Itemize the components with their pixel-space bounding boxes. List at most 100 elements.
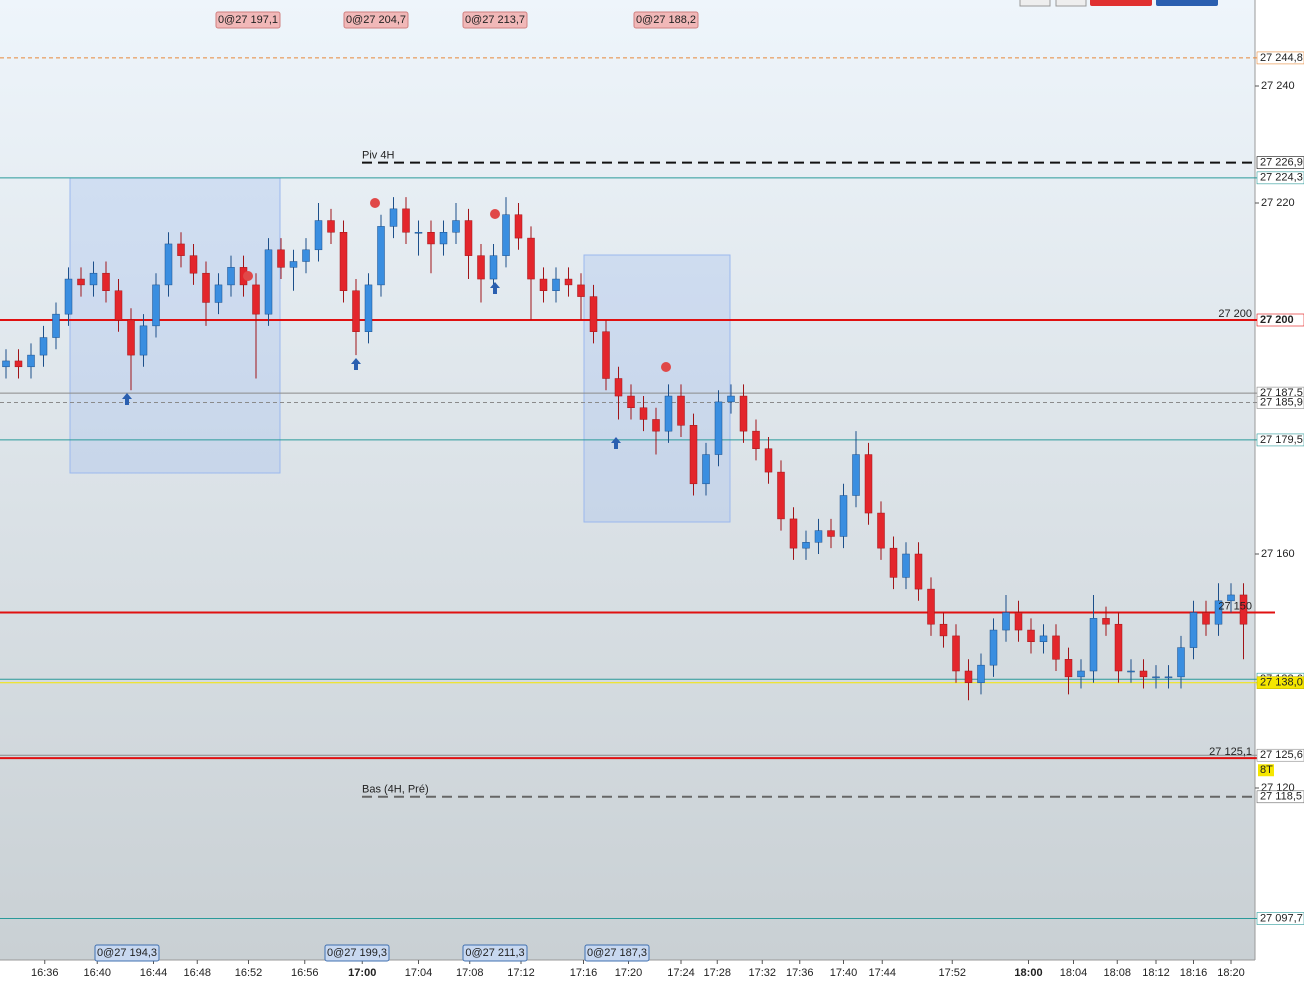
x-tick-label: 17:00	[348, 967, 376, 979]
candle-body	[714, 401, 723, 455]
badge-box	[1258, 764, 1274, 777]
candle-body	[1102, 618, 1110, 625]
x-tick-label: 16:36	[31, 967, 59, 979]
candle-body	[614, 378, 623, 397]
level-label-box	[1256, 433, 1304, 447]
candle-body	[27, 354, 35, 368]
candle-body	[114, 290, 123, 321]
toolbar-button[interactable]	[1019, 0, 1051, 7]
x-tick-label: 18:08	[1103, 967, 1131, 979]
order-tag-label: 0@27 187,3	[587, 947, 647, 959]
candle-body	[439, 231, 448, 245]
candle-body	[327, 220, 335, 233]
order-tag	[94, 944, 160, 962]
order-tag-label: 0@27 213,7	[465, 14, 525, 26]
candle-body	[77, 278, 85, 286]
candle-body	[777, 471, 785, 520]
candle-body	[1139, 670, 1148, 678]
candle-body	[864, 454, 873, 514]
candle-body	[589, 296, 598, 332]
candle-body	[889, 547, 898, 578]
zone-box	[69, 177, 281, 474]
candle-body	[602, 331, 610, 379]
level-label-box	[1256, 396, 1304, 409]
candle-body	[1127, 670, 1135, 673]
candle-body	[852, 454, 860, 496]
candle-body	[464, 220, 473, 256]
candle-body	[1002, 612, 1010, 631]
candle-body	[252, 284, 260, 315]
candle-body	[14, 360, 23, 368]
signal-markers	[243, 198, 671, 372]
candle-body	[839, 495, 848, 537]
order-tag-label: 0@27 188,2	[636, 14, 696, 26]
candle-body	[339, 231, 348, 291]
candle-body	[952, 635, 960, 672]
exit-marker	[370, 198, 380, 208]
candle-body	[314, 220, 323, 251]
level-label-box	[1256, 51, 1304, 65]
price-axis	[1255, 0, 1304, 985]
y-tick-label: 27 220	[1261, 197, 1295, 209]
candle-body	[752, 430, 760, 449]
candle-body	[939, 623, 948, 637]
x-tick-label: 18:16	[1180, 967, 1208, 979]
candle-body	[689, 425, 698, 485]
level-label: 27 125,6	[1260, 749, 1303, 761]
x-tick-label: 17:12	[507, 967, 535, 979]
candle-body	[1202, 612, 1210, 625]
toolbar-button[interactable]	[1156, 0, 1218, 6]
order-tag	[584, 944, 650, 962]
level-label: 27 187,5	[1260, 387, 1303, 399]
x-tick-label: 17:32	[748, 967, 776, 979]
buy-arrow	[490, 282, 500, 294]
candle-body	[727, 395, 735, 403]
level-label: 27 200	[1260, 314, 1294, 326]
toolbar-button[interactable]	[1090, 0, 1152, 6]
x-tick-label: 16:48	[183, 967, 211, 979]
candle-body	[652, 419, 660, 432]
candle-body	[289, 261, 298, 268]
candle-body	[352, 290, 360, 332]
x-tick-label: 16:52	[235, 967, 263, 979]
candle-body	[302, 249, 310, 262]
x-tick-label: 17:24	[667, 967, 695, 979]
candle-body	[914, 553, 923, 590]
y-tick-label: 27 240	[1261, 80, 1295, 92]
level-label-box	[1256, 313, 1304, 327]
candle-body	[202, 272, 210, 303]
x-tick-label: 16:44	[140, 967, 168, 979]
x-tick-label: 18:20	[1217, 967, 1245, 979]
candle-body	[814, 530, 823, 543]
candle-body	[739, 395, 748, 432]
candle-body	[964, 670, 973, 683]
candle-body	[1089, 618, 1098, 672]
x-tick-label: 16:56	[291, 967, 319, 979]
candle-body	[1027, 629, 1035, 643]
exit-marker	[490, 209, 500, 219]
candle-body	[477, 255, 485, 280]
buy-arrow	[611, 437, 621, 449]
x-tick-label: 18:04	[1060, 967, 1088, 979]
order-tag-label: 0@27 197,1	[218, 14, 278, 26]
candle-body	[264, 249, 273, 315]
candle-body	[64, 278, 73, 315]
level-label: 27 185,9	[1260, 396, 1303, 408]
candle-body	[927, 588, 935, 625]
candle-body	[152, 284, 160, 327]
candle-body	[214, 284, 223, 303]
candle-body	[489, 255, 498, 280]
order-tag	[324, 944, 390, 962]
candle-body	[1152, 676, 1160, 679]
level-name: Bas (4H, Pré)	[362, 784, 429, 796]
toolbar-button[interactable]	[1055, 0, 1087, 7]
level-inline-label: 27 125,1	[1209, 746, 1252, 758]
candle-body	[677, 395, 685, 426]
level-label-box	[1256, 790, 1304, 804]
level-label: 27 097,7	[1260, 912, 1303, 924]
candle-body	[127, 319, 135, 356]
buy-arrow	[122, 393, 132, 405]
order-tag	[633, 11, 699, 29]
order-tag	[215, 11, 281, 29]
candle-body	[389, 208, 398, 227]
